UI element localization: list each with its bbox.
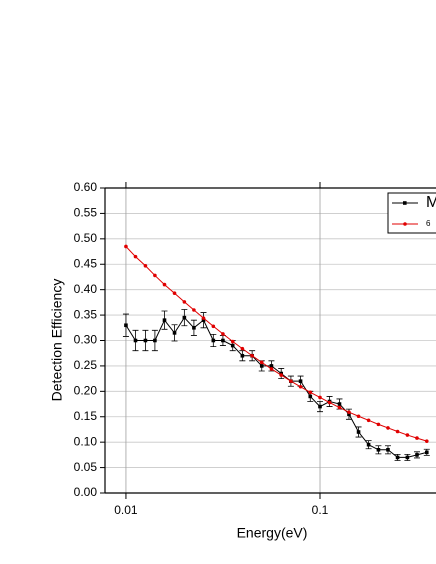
marker	[230, 339, 235, 344]
marker	[279, 373, 283, 377]
y-tick-label: 0.10	[74, 434, 98, 448]
marker	[240, 346, 245, 351]
marker	[201, 316, 206, 320]
marker	[415, 453, 419, 457]
marker	[386, 447, 390, 452]
series-line	[125, 316, 427, 458]
y-tick-label: 0.60	[74, 180, 98, 194]
marker	[269, 367, 274, 371]
marker	[240, 353, 245, 358]
marker	[289, 379, 293, 383]
marker	[395, 429, 400, 434]
marker	[327, 400, 332, 405]
x-tick-label: 0.01	[114, 503, 138, 517]
marker	[405, 455, 410, 460]
marker	[211, 324, 216, 329]
marker	[308, 394, 313, 399]
marker	[221, 332, 225, 336]
marker	[162, 318, 167, 322]
marker	[318, 404, 322, 409]
marker	[259, 360, 264, 365]
marker	[308, 390, 313, 395]
y-tick-label: 0.50	[74, 231, 98, 245]
marker	[182, 300, 187, 304]
y-tick-label: 0.25	[74, 358, 98, 372]
x-axis-label: Energy(eV)	[237, 525, 308, 541]
legend-label: 6	[426, 219, 431, 228]
y-tick-label: 0.05	[74, 460, 98, 474]
marker	[230, 343, 235, 348]
marker	[133, 254, 138, 259]
y-axis-label: Detection Efficiency	[49, 279, 65, 402]
marker	[221, 338, 225, 343]
marker	[153, 338, 157, 343]
marker	[124, 323, 128, 328]
legend-label: M	[426, 194, 436, 211]
marker	[424, 439, 429, 443]
marker	[298, 379, 303, 383]
y-tick-label: 0.00	[74, 485, 98, 499]
marker	[356, 430, 361, 434]
marker	[172, 291, 177, 296]
marker	[162, 282, 167, 287]
marker	[153, 273, 157, 278]
legend-swatch	[403, 201, 407, 205]
marker	[415, 436, 419, 440]
marker	[337, 402, 342, 406]
marker	[259, 364, 264, 368]
marker	[182, 315, 187, 320]
marker	[318, 395, 322, 400]
marker	[347, 412, 351, 417]
legend-swatch	[403, 222, 407, 226]
marker	[201, 318, 206, 322]
y-tick-label: 0.55	[74, 206, 98, 220]
y-tick-label: 0.35	[74, 307, 98, 321]
y-tick-label: 0.45	[74, 256, 98, 270]
marker	[250, 353, 254, 358]
marker	[298, 384, 303, 389]
marker	[192, 325, 196, 330]
marker	[192, 308, 196, 312]
marker	[366, 418, 371, 423]
marker	[133, 338, 138, 343]
y-tick-label: 0.20	[74, 384, 98, 398]
y-tick-label: 0.40	[74, 282, 98, 296]
y-tick-label: 0.15	[74, 409, 98, 423]
marker	[143, 338, 148, 343]
marker	[376, 447, 381, 452]
marker	[356, 414, 361, 419]
marker	[269, 364, 274, 368]
marker	[395, 455, 400, 460]
legend-box	[387, 192, 436, 234]
marker	[366, 442, 371, 447]
y-tick-label: 0.30	[74, 333, 98, 347]
marker	[405, 433, 410, 437]
marker	[386, 426, 390, 430]
marker	[424, 450, 429, 455]
marker	[337, 405, 342, 410]
marker	[211, 338, 216, 343]
marker	[124, 244, 128, 249]
x-tick-label: 0.1	[312, 503, 329, 517]
marker	[347, 410, 351, 414]
marker	[376, 422, 381, 427]
marker	[172, 331, 177, 335]
marker	[143, 263, 148, 268]
series-line	[125, 246, 427, 442]
